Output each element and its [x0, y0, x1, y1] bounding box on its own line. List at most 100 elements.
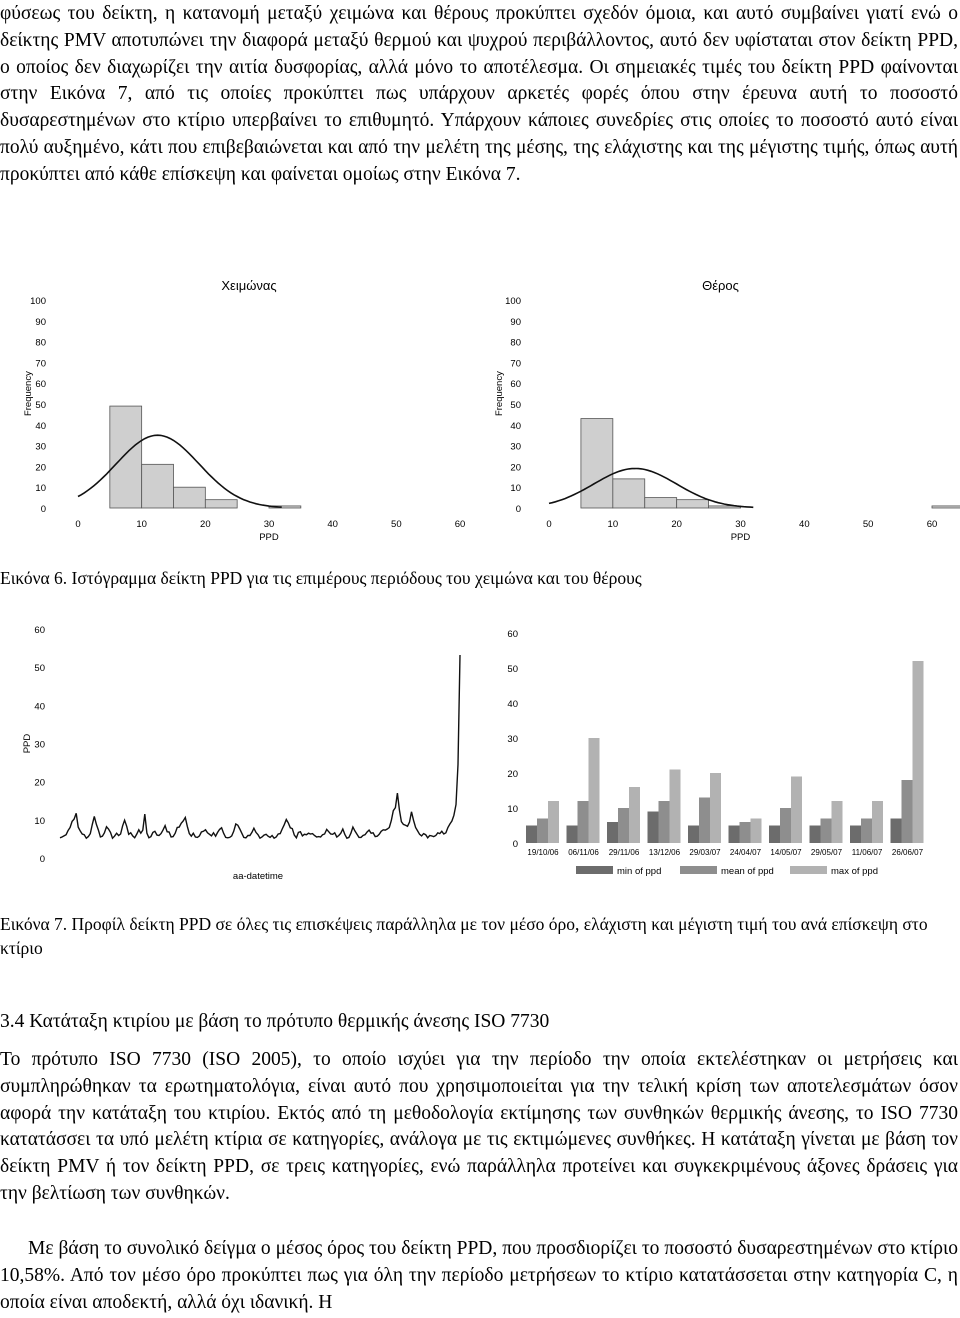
legend-label: max of ppd: [831, 866, 878, 877]
category-label: 29/11/06: [609, 848, 640, 857]
category-label: 29/03/07: [689, 848, 721, 857]
y-tick-label: 50: [35, 400, 46, 411]
y-tick-label: 100: [30, 296, 46, 307]
histogram-bar: [268, 505, 302, 509]
y-tick-label: 20: [507, 769, 518, 780]
bar-min-of-ppd: [890, 818, 902, 843]
bar-max-of-ppd: [750, 818, 762, 843]
y-tick-label: 40: [34, 701, 45, 712]
histogram-title-winter: Χειμώνας: [221, 278, 276, 293]
bar-max-of-ppd: [791, 776, 802, 843]
y-tick-label: 80: [510, 338, 521, 349]
y-tick-label: 70: [35, 358, 46, 369]
y-tick-label: 60: [507, 629, 518, 640]
x-tick-label: 60: [455, 519, 466, 530]
y-axis-label: Frequency: [23, 371, 34, 416]
bar-mean-of-ppd: [577, 801, 589, 843]
x-tick-label: 10: [136, 519, 147, 530]
y-axis-label: Frequency: [494, 371, 505, 416]
x-axis-label: PPD: [259, 532, 279, 543]
y-tick-label: 50: [510, 400, 521, 411]
y-tick-label: 10: [510, 483, 521, 494]
y-tick-label: 30: [34, 740, 45, 751]
y-tick-label: 10: [34, 816, 45, 827]
bar-min-of-ppd: [526, 825, 537, 843]
bar-max-of-ppd: [669, 769, 681, 843]
bar-max-of-ppd: [588, 738, 600, 843]
y-tick-label: 30: [507, 734, 518, 745]
y-tick-label: 30: [510, 442, 521, 453]
x-axis-label: PPD: [731, 532, 751, 543]
x-tick-label: 0: [546, 519, 551, 530]
bar-max-of-ppd: [831, 801, 843, 843]
ppd-line: [59, 654, 461, 840]
result-paragraph: Με βάση το συνολικό δείγμα ο μέσος όρος …: [0, 1238, 958, 1313]
x-tick-label: 20: [671, 519, 682, 530]
bar-min-of-ppd: [809, 825, 821, 843]
category-label: 29/05/07: [811, 848, 843, 857]
bar-mean-of-ppd: [739, 822, 751, 843]
y-tick-label: 20: [34, 778, 45, 789]
y-tick-label: 50: [507, 664, 518, 675]
y-tick-label: 0: [40, 854, 45, 865]
histogram-bar: [141, 463, 174, 509]
legend-label: min of ppd: [617, 866, 661, 877]
x-tick-label: 50: [391, 519, 402, 530]
legend-label: mean of ppd: [721, 866, 774, 877]
figure-7-caption: Εικόνα 7. Προφίλ δείκτη PPD σε όλες τις …: [0, 914, 928, 958]
bar-min-of-ppd: [850, 825, 861, 843]
histogram-bar: [931, 505, 960, 509]
y-tick-label: 90: [35, 317, 46, 328]
bar-max-of-ppd: [548, 801, 559, 843]
bar-min-of-ppd: [566, 825, 578, 843]
y-tick-label: 80: [35, 338, 46, 349]
histogram-bar: [676, 499, 709, 509]
histogram-bar: [580, 418, 614, 509]
category-label: 11/06/07: [852, 848, 883, 857]
intro-paragraph: φύσεως του δείκτη, η κατανομή μεταξύ χει…: [0, 3, 958, 185]
bar-max-of-ppd: [872, 801, 883, 843]
legend-swatch: [576, 866, 613, 874]
y-tick-label: 100: [505, 296, 521, 307]
x-tick-label: 30: [264, 519, 275, 530]
histogram-bar: [612, 478, 646, 509]
bar-min-of-ppd: [647, 811, 659, 843]
y-tick-label: 0: [516, 504, 521, 515]
category-label: 14/05/07: [770, 848, 802, 857]
bar-mean-of-ppd: [780, 808, 791, 843]
histogram-bar: [173, 486, 206, 509]
y-tick-label: 40: [510, 421, 521, 432]
category-label: 13/12/06: [649, 848, 681, 857]
y-tick-label: 0: [41, 504, 46, 515]
y-tick-label: 40: [35, 421, 46, 432]
bar-min-of-ppd: [769, 825, 780, 843]
y-tick-label: 60: [34, 625, 45, 636]
histogram-bar: [708, 505, 741, 509]
bar-min-of-ppd: [688, 825, 699, 843]
histogram-bar: [204, 499, 238, 509]
y-tick-label: 40: [507, 699, 518, 710]
bar-max-of-ppd: [912, 661, 924, 843]
category-label: 19/10/06: [527, 848, 559, 857]
section-heading: 3.4 Κατάταξη κτιρίου με βάση το πρότυπο …: [0, 1011, 550, 1032]
legend-swatch: [790, 866, 827, 874]
category-label: 26/06/07: [892, 848, 924, 857]
figure-6-caption: Εικόνα 6. Ιστόγραμμα δείκτη PPD για τις …: [0, 568, 642, 588]
x-tick-label: 30: [735, 519, 746, 530]
bar-min-of-ppd: [607, 822, 618, 843]
normal-curve: [548, 467, 754, 509]
category-label: 06/11/06: [568, 848, 599, 857]
x-tick-label: 40: [799, 519, 810, 530]
bar-mean-of-ppd: [658, 801, 670, 843]
y-tick-label: 50: [34, 663, 45, 674]
bar-min-of-ppd: [728, 825, 740, 843]
normal-curve: [77, 434, 282, 508]
y-tick-label: 10: [507, 804, 518, 815]
x-tick-label: 10: [608, 519, 619, 530]
bar-mean-of-ppd: [537, 818, 548, 843]
x-tick-label: 60: [927, 519, 938, 530]
y-tick-label: 70: [510, 358, 521, 369]
legend-swatch: [680, 866, 717, 874]
x-tick-label: 0: [75, 519, 80, 530]
histogram-bar: [109, 405, 143, 509]
